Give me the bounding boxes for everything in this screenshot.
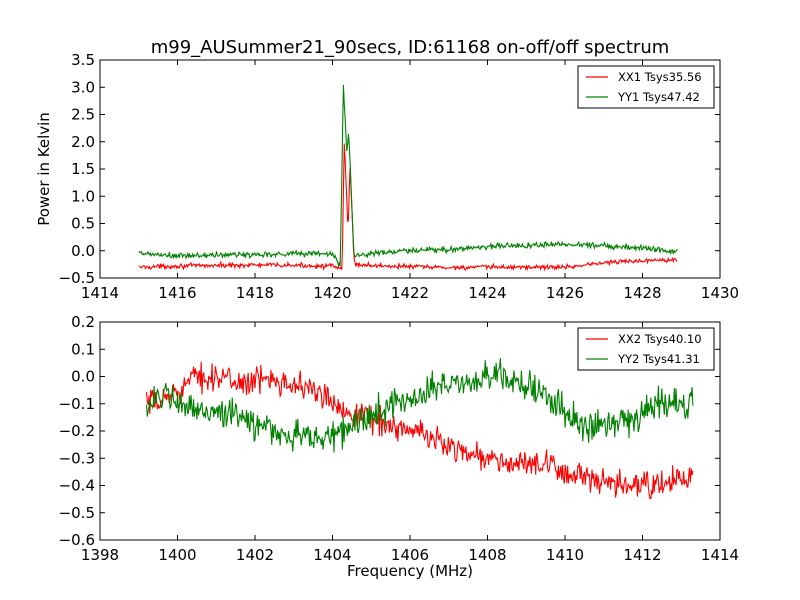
- series-line-xx2: [145, 361, 694, 500]
- y-tick-label: 1.5: [71, 160, 95, 178]
- y-axis-label: Power in Kelvin: [35, 112, 53, 226]
- x-tick-label: 1398: [81, 546, 119, 564]
- y-tick-label: −0.2: [59, 422, 95, 440]
- series-line-xx1: [138, 143, 678, 272]
- y-tick-label: −0.3: [59, 449, 95, 467]
- y-tick-label: −0.5: [59, 504, 95, 522]
- y-tick-label: 1.0: [71, 187, 95, 205]
- y-tick-label: 2.0: [71, 133, 95, 151]
- y-tick-label: −0.4: [59, 477, 95, 495]
- x-tick-label: 1400: [158, 546, 196, 564]
- x-tick-label: 1426: [546, 284, 584, 302]
- legend-label: YY1 Tsys47.42: [617, 90, 700, 104]
- y-tick-label: −0.6: [59, 531, 95, 549]
- legend-label: XX1 Tsys35.56: [618, 70, 702, 84]
- legend-label: XX2 Tsys40.10: [618, 332, 702, 346]
- legend-box: [577, 65, 715, 109]
- x-axis-label: Frequency (MHz): [347, 562, 473, 580]
- y-tick-label: 3.0: [71, 78, 95, 96]
- legend-box: [577, 327, 715, 371]
- series-line-yy2: [145, 358, 694, 453]
- legend-label: YY2 Tsys41.31: [617, 352, 700, 366]
- series-group: [138, 84, 678, 272]
- x-tick-label: 1402: [236, 546, 274, 564]
- x-tick-label: 1412: [623, 546, 661, 564]
- x-tick-label: 1406: [391, 546, 429, 564]
- y-tick-label: 0.5: [71, 215, 95, 233]
- x-tick-label: 1414: [81, 284, 119, 302]
- y-tick-label: 0.0: [71, 368, 95, 386]
- y-tick-label: 0.1: [71, 340, 95, 358]
- bottom-panel: 1398 1400 1402 1404 1406 1408 1410 1412 1414 −0.6…: [59, 313, 740, 580]
- series-line-yy1: [138, 84, 678, 267]
- y-tick-label: 0.2: [71, 313, 95, 331]
- y-tick-label: 3.5: [71, 51, 95, 69]
- x-tick-label: 1422: [391, 284, 429, 302]
- x-tick-label: 1428: [623, 284, 661, 302]
- x-tick-label: 1416: [158, 284, 196, 302]
- top-panel: 1414 1416 1418 1420 1422 1424 1426 1428 1430 −0.5…: [35, 51, 739, 302]
- legend: XX1 Tsys35.56 YY1 Tsys47.42: [577, 65, 715, 109]
- y-tick-label: −0.1: [59, 395, 95, 413]
- series-group: [145, 358, 694, 500]
- x-tick-label: 1414: [701, 546, 739, 564]
- x-tick-label: 1404: [313, 546, 351, 564]
- y-tick-label: 0.0: [71, 242, 95, 260]
- x-tick-label: 1424: [468, 284, 506, 302]
- x-tick-label: 1408: [468, 546, 506, 564]
- x-tick-label: 1410: [546, 546, 584, 564]
- legend: XX2 Tsys40.10 YY2 Tsys41.31: [577, 327, 715, 371]
- x-tick-label: 1420: [313, 284, 351, 302]
- y-tick-label: 2.5: [71, 106, 95, 124]
- x-tick-label: 1418: [236, 284, 274, 302]
- x-tick-label: 1430: [701, 284, 739, 302]
- y-tick-label: −0.5: [59, 269, 95, 287]
- figure-title: m99_AUSummer21_90secs, ID:61168 on-off/o…: [151, 37, 670, 58]
